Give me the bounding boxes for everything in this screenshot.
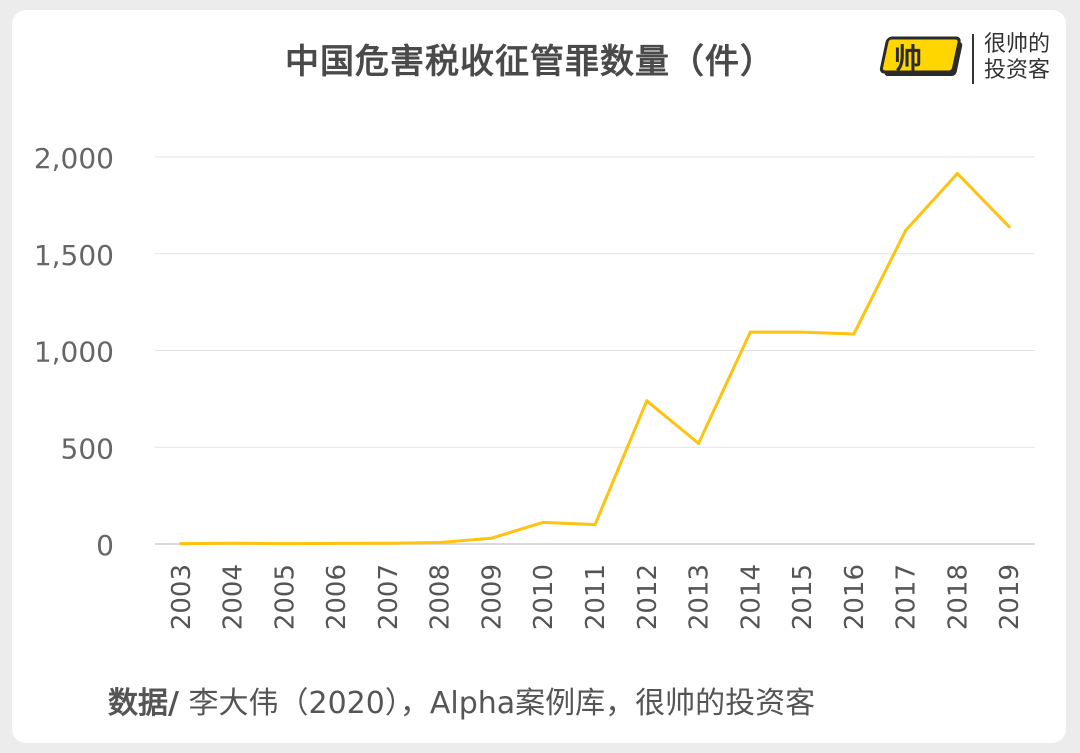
x-tick-label: 2019	[995, 564, 1025, 630]
x-tick-label: 2005	[270, 564, 300, 630]
chart-title: 中国危害税收征管罪数量（件）	[285, 42, 775, 82]
data-point	[1007, 225, 1011, 229]
data-point	[334, 541, 338, 545]
x-tick-label: 2012	[633, 564, 663, 630]
data-point	[800, 330, 804, 334]
x-tick-label: 2003	[167, 564, 197, 630]
data-point	[955, 171, 959, 175]
data-point	[748, 330, 752, 334]
data-point	[541, 520, 545, 524]
data-point	[231, 541, 235, 545]
data-point	[282, 542, 286, 546]
x-tick-label: 2018	[943, 564, 973, 630]
x-tick-label: 2004	[219, 564, 249, 630]
x-tick-label: 2006	[322, 564, 352, 630]
data-point	[489, 536, 493, 540]
x-tick-label: 2011	[581, 564, 611, 630]
brand-name-line1: 很帅的	[984, 32, 1051, 57]
brand-name: 很帅的 投资客	[984, 32, 1050, 84]
x-tick-label: 2015	[788, 564, 818, 630]
y-tick-label: 2,000	[34, 142, 114, 175]
x-tick-label: 2010	[529, 564, 559, 630]
x-tick-label: 2009	[477, 564, 507, 630]
x-axis-ticks: 2003 2004 2005 2006 2007 2008 2009 2010 2011 2012…	[167, 564, 1025, 630]
x-tick-label: 2016	[840, 564, 870, 630]
source-text: 李大伟（2020），Alpha案例库，很帅的投资客	[178, 686, 816, 721]
x-tick-label: 2013	[685, 564, 715, 630]
data-point	[904, 229, 908, 233]
x-tick-label: 2017	[892, 564, 922, 630]
data-point	[386, 541, 390, 545]
x-tick-label: 2008	[426, 564, 456, 630]
grid-lines	[155, 156, 1035, 545]
chart-card	[12, 10, 1066, 743]
data-point	[438, 540, 442, 544]
series-layer	[179, 171, 1011, 546]
y-tick-label: 0	[96, 529, 114, 562]
y-tick-label: 500	[61, 432, 114, 465]
brand-name-line2: 投资客	[984, 58, 1051, 83]
x-tick-label: 2014	[736, 564, 766, 630]
data-point	[697, 441, 701, 445]
y-tick-label: 1,000	[34, 336, 114, 369]
data-point	[852, 332, 856, 336]
series-line	[179, 171, 1011, 546]
data-point	[179, 542, 183, 546]
logo-icon: 帅	[879, 36, 963, 76]
y-tick-label: 1,500	[34, 239, 114, 272]
source-label: 数据/	[108, 686, 179, 721]
x-tick-label: 2007	[374, 564, 404, 630]
brand-logo: 帅 很帅的 投资客	[876, 28, 1066, 92]
data-point	[645, 399, 649, 403]
data-point	[593, 523, 597, 527]
logo-glyph: 帅	[894, 42, 922, 75]
y-axis-ticks: 0 500 1,000 1,500 2,000	[34, 142, 114, 562]
source-note: 数据/ 李大伟（2020），Alpha案例库，很帅的投资客	[108, 678, 815, 722]
logo-divider	[972, 34, 974, 84]
